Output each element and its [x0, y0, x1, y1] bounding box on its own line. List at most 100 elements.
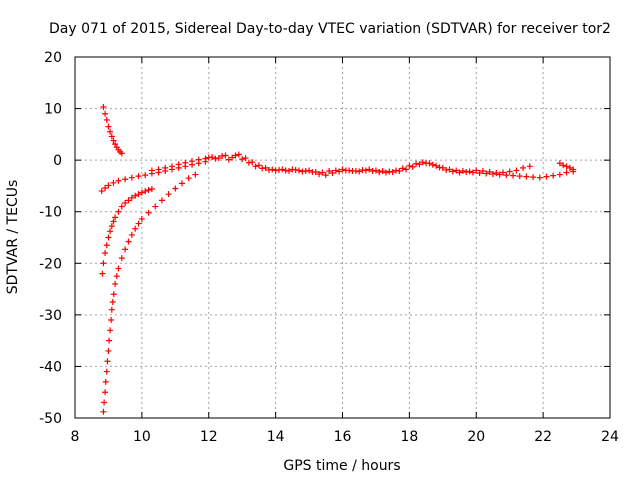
data-point — [225, 156, 232, 163]
data-point — [339, 166, 346, 173]
data-point — [362, 167, 369, 174]
x-tick-label: 16 — [334, 429, 352, 445]
data-point — [399, 165, 406, 172]
data-point — [453, 167, 460, 174]
data-point — [403, 166, 410, 173]
data-point — [108, 317, 115, 324]
y-tick-label: -50 — [39, 411, 62, 427]
data-point — [115, 177, 122, 184]
data-point — [165, 191, 172, 198]
data-point — [112, 214, 119, 221]
data-point — [101, 399, 108, 406]
data-point — [152, 203, 159, 210]
data-point — [570, 166, 577, 173]
data-point — [476, 170, 483, 177]
data-point — [122, 199, 129, 206]
data-point — [175, 161, 182, 168]
data-point — [112, 141, 119, 148]
data-point — [309, 169, 316, 176]
data-point — [336, 168, 343, 175]
data-point — [262, 164, 269, 171]
data-point — [249, 159, 256, 166]
x-axis-ticks: 8 10 12 14 16 18 20 22 24 — [71, 57, 619, 445]
data-point — [145, 187, 152, 194]
data-point — [496, 171, 503, 178]
x-tick-label: 8 — [71, 429, 80, 445]
y-tick-label: -10 — [39, 205, 62, 221]
data-point — [99, 270, 106, 277]
data-point — [132, 192, 139, 199]
data-point — [158, 197, 165, 204]
x-tick-label: 20 — [467, 429, 485, 445]
data-point — [536, 174, 543, 181]
data-point — [332, 167, 339, 174]
data-point — [296, 167, 303, 174]
data-point — [369, 167, 376, 174]
data-point — [107, 327, 114, 334]
data-point — [275, 166, 282, 173]
data-point — [98, 188, 105, 195]
data-point — [523, 173, 530, 180]
data-point — [102, 249, 109, 256]
data-point — [456, 169, 463, 176]
series-arc-f — [556, 160, 577, 173]
series-arc-b — [98, 152, 533, 195]
data-point — [500, 169, 506, 176]
data-point — [142, 172, 149, 179]
data-point — [115, 265, 122, 272]
x-tick-label: 10 — [133, 429, 151, 445]
data-point — [269, 166, 276, 173]
data-point — [202, 155, 209, 162]
data-point — [493, 170, 500, 177]
data-point — [556, 171, 563, 178]
data-point — [463, 169, 470, 176]
data-point — [148, 167, 155, 174]
data-point — [108, 223, 115, 230]
data-point — [550, 172, 557, 179]
data-point — [100, 260, 107, 267]
data-point — [135, 173, 142, 180]
data-point — [179, 180, 185, 187]
data-point — [382, 169, 389, 176]
data-point — [162, 164, 169, 171]
data-point — [473, 167, 480, 174]
data-point — [125, 197, 132, 204]
data-points — [98, 104, 577, 415]
data-point — [449, 168, 456, 175]
data-point — [356, 168, 363, 175]
data-point — [566, 164, 573, 171]
data-point — [302, 167, 309, 174]
data-point — [128, 174, 135, 181]
data-point — [108, 306, 115, 313]
y-axis-label: SDTVAR / TECUs — [5, 180, 21, 295]
data-point — [289, 166, 296, 173]
data-point — [104, 358, 111, 365]
data-point — [530, 174, 537, 181]
data-point — [366, 166, 373, 173]
data-point — [379, 167, 386, 174]
data-point — [110, 137, 117, 144]
data-point — [115, 208, 122, 215]
x-tick-label: 22 — [534, 429, 552, 445]
data-point — [138, 189, 145, 196]
data-point — [122, 176, 129, 183]
data-point — [110, 179, 117, 186]
y-tick-label: 10 — [44, 102, 62, 118]
chart-title: Day 071 of 2015, Sidereal Day-to-day VTE… — [49, 21, 611, 37]
y-tick-label: -20 — [39, 256, 62, 272]
series-arc-a — [100, 104, 125, 157]
data-point — [433, 162, 440, 169]
data-point — [103, 116, 110, 123]
data-point — [102, 184, 109, 191]
data-point — [148, 186, 155, 193]
data-point — [100, 408, 107, 415]
data-point — [543, 173, 550, 180]
data-point — [416, 161, 423, 168]
y-tick-label: 0 — [53, 153, 62, 169]
data-point — [182, 159, 189, 166]
data-point — [110, 218, 117, 225]
y-tick-label: -40 — [39, 359, 62, 375]
x-tick-label: 18 — [400, 429, 418, 445]
data-point — [102, 378, 109, 385]
